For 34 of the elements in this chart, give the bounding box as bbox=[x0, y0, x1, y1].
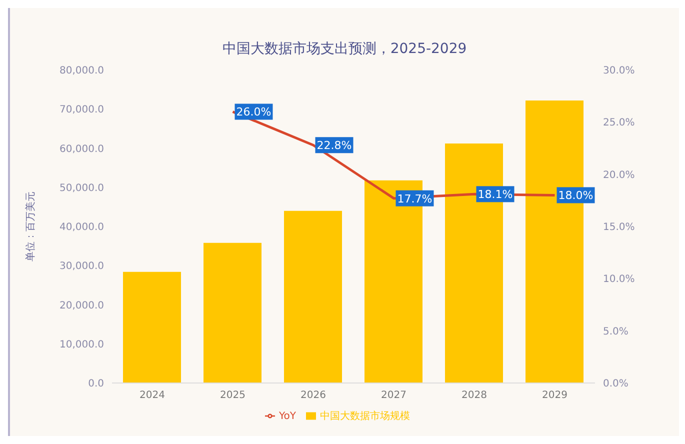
y-tick-label: 20,000.0 bbox=[59, 300, 104, 312]
data-label: 22.8% bbox=[316, 139, 352, 152]
x-tick-label: 2025 bbox=[220, 390, 246, 402]
y-axis-title: 单位：百万美元 bbox=[24, 192, 37, 262]
y2-tick-label: 25.0% bbox=[603, 118, 635, 129]
y-tick-label: 50,000.0 bbox=[59, 182, 104, 194]
y2-tick-label: 30.0% bbox=[603, 66, 635, 77]
x-tick-label: 2024 bbox=[140, 390, 165, 402]
y-tick-label: 40,000.0 bbox=[59, 222, 104, 234]
data-label: 18.1% bbox=[478, 188, 513, 202]
x-tick-label: 2028 bbox=[462, 390, 487, 402]
y-tick-label: 30,000.0 bbox=[59, 261, 104, 272]
y-tick-label: 60,000.0 bbox=[59, 144, 104, 155]
y-tick-label: 70,000.0 bbox=[59, 104, 104, 116]
x-tick-label: 2027 bbox=[381, 390, 406, 402]
chart-title: 中国大数据市场支出预测，2025-2029 bbox=[221, 40, 468, 58]
bar bbox=[204, 242, 262, 383]
data-label: 26.0% bbox=[236, 106, 272, 119]
data-label: 18.0% bbox=[558, 189, 594, 202]
x-tick-label: 2029 bbox=[542, 390, 568, 402]
y-tick-label: 80,000.0 bbox=[59, 66, 104, 77]
x-tick-label: 2026 bbox=[300, 390, 326, 402]
y-tick-label: 10,000.0 bbox=[59, 339, 104, 350]
data-label: 17.7% bbox=[397, 192, 432, 206]
y2-tick-label: 15.0% bbox=[603, 222, 635, 234]
legend-label: YoY bbox=[278, 411, 296, 422]
bar bbox=[123, 272, 181, 383]
bar bbox=[284, 210, 342, 383]
y2-tick-label: 0.0% bbox=[603, 378, 628, 390]
y2-tick-label: 10.0% bbox=[603, 274, 635, 286]
y2-tick-label: 5.0% bbox=[603, 326, 628, 338]
y2-tick-label: 20.0% bbox=[603, 170, 635, 181]
legend-label: 中国大数据市场规模 bbox=[320, 411, 410, 422]
y-tick-label: 0.0 bbox=[88, 378, 104, 390]
